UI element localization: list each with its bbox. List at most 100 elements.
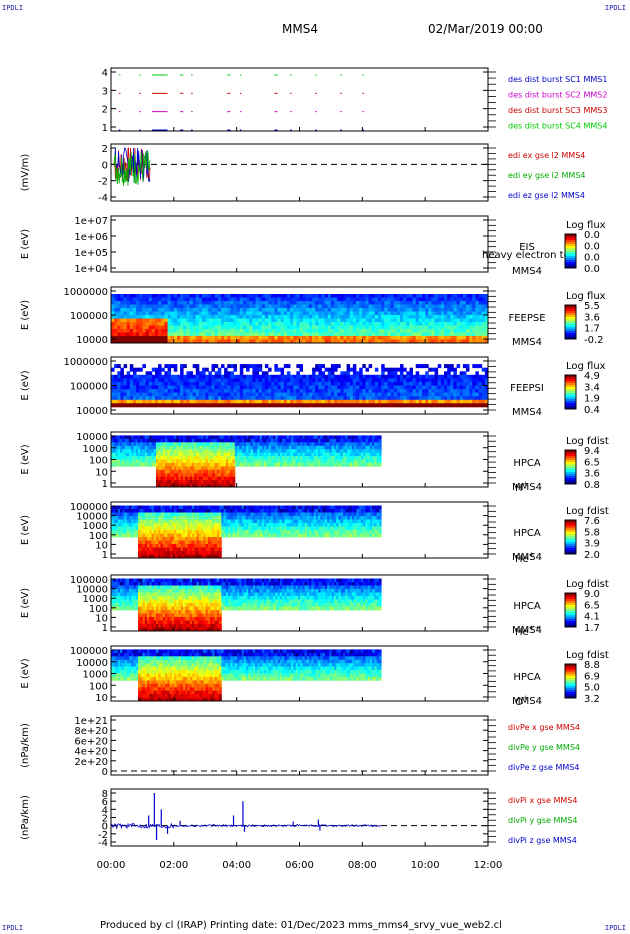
y-tick-label: 100000 bbox=[70, 311, 108, 322]
spectrogram-cell bbox=[453, 304, 457, 309]
spectrogram-cell bbox=[167, 399, 172, 404]
spectrogram-cell bbox=[171, 533, 175, 538]
spectrogram-cell bbox=[138, 512, 141, 517]
spectrogram-cell bbox=[422, 294, 426, 298]
spectrogram-cell bbox=[282, 442, 285, 447]
spectrogram-cell bbox=[418, 392, 423, 397]
spectrogram-cell bbox=[234, 459, 238, 464]
spectrogram-cell bbox=[173, 381, 178, 386]
spectrogram-cell bbox=[221, 325, 225, 330]
spectrogram-cell bbox=[356, 329, 360, 333]
spectrogram-cell bbox=[170, 378, 175, 383]
spectrogram-cell bbox=[337, 304, 341, 309]
spectrogram-cell bbox=[396, 378, 401, 383]
spectrogram-cell bbox=[371, 325, 376, 330]
spectrogram-cell bbox=[305, 392, 310, 397]
spectrogram-cell bbox=[313, 452, 317, 457]
spectrogram-cell bbox=[456, 297, 461, 302]
spectrogram-cell bbox=[111, 403, 115, 408]
spectrogram-cell bbox=[142, 512, 146, 517]
spectrogram-cell bbox=[346, 389, 351, 394]
spectrogram-cell bbox=[151, 336, 156, 340]
spectrogram-cell bbox=[412, 301, 417, 305]
spectrogram-cell bbox=[232, 438, 236, 443]
spectrogram-cell bbox=[456, 396, 461, 401]
spectrogram-cell bbox=[466, 332, 470, 337]
spectrogram-cell bbox=[271, 322, 275, 326]
spectrogram-cell bbox=[239, 332, 244, 337]
spectrogram-cell bbox=[142, 396, 146, 401]
spectrogram-cell bbox=[111, 294, 115, 298]
spectrogram-cell bbox=[156, 480, 159, 484]
spectrogram-cell bbox=[271, 325, 275, 330]
spectrogram-cell bbox=[164, 311, 168, 316]
spectrogram-cell bbox=[343, 403, 347, 408]
spectrogram-cell bbox=[387, 332, 391, 337]
colorbar-frame bbox=[564, 233, 577, 269]
spectrogram-cell bbox=[198, 483, 202, 488]
spectrogram-cell bbox=[199, 318, 203, 323]
spectrogram-cell bbox=[120, 526, 123, 531]
spectrogram-cell bbox=[387, 396, 391, 401]
spectrogram-cell bbox=[290, 403, 294, 408]
spectrogram-cell bbox=[123, 389, 128, 394]
spectrogram-cell bbox=[315, 378, 319, 383]
spectrogram-cell bbox=[122, 449, 125, 453]
spectrogram-cell bbox=[165, 438, 168, 443]
spectrogram-cell bbox=[169, 449, 173, 453]
spectrogram-cell bbox=[252, 381, 256, 386]
spectrogram-cell bbox=[337, 318, 341, 323]
spectrogram-cell bbox=[403, 301, 407, 305]
spectrogram-cell bbox=[161, 311, 165, 316]
spectrogram-cell bbox=[277, 381, 281, 386]
spectrogram-cell bbox=[302, 378, 307, 383]
spectrogram-cell bbox=[466, 399, 470, 404]
spectrogram-cell bbox=[456, 385, 461, 390]
spectrogram-cell bbox=[362, 311, 366, 316]
spectrogram-cell bbox=[158, 364, 162, 369]
spectrogram-cell bbox=[126, 456, 130, 460]
spectrogram-cell bbox=[161, 381, 165, 386]
spectrogram-cell bbox=[313, 435, 317, 440]
spectrogram-cell bbox=[211, 381, 215, 386]
spectrogram-cell bbox=[362, 392, 366, 397]
spectrogram-cell bbox=[187, 476, 191, 481]
spectrogram-cell bbox=[321, 371, 325, 376]
spectrogram-cell bbox=[462, 374, 467, 379]
spectrogram-cell bbox=[334, 381, 338, 386]
spectrogram-cell bbox=[330, 374, 335, 379]
spectrogram-cell bbox=[203, 459, 206, 464]
spectrogram-cell bbox=[239, 396, 244, 401]
colorbar-frame bbox=[564, 304, 577, 340]
spectrogram-cell bbox=[177, 392, 181, 397]
spectrogram-cell bbox=[478, 396, 483, 401]
spectrogram-cell bbox=[255, 322, 259, 326]
spectrogram-cell bbox=[409, 381, 413, 386]
spectrogram-cell bbox=[396, 301, 401, 305]
spectrogram-cell bbox=[202, 325, 206, 330]
spectrogram-cell bbox=[356, 452, 360, 457]
spectrogram-cell bbox=[415, 318, 420, 323]
spectrogram-cell bbox=[214, 476, 218, 481]
spectrogram-cell bbox=[318, 301, 322, 305]
spectrogram-cell bbox=[239, 318, 244, 323]
spectrogram-cell bbox=[135, 509, 139, 513]
spectrogram-cell bbox=[261, 385, 266, 390]
spectrogram-cell bbox=[374, 392, 379, 397]
spectrogram-cell bbox=[120, 435, 123, 440]
spectrogram-cell bbox=[268, 297, 272, 302]
spectrogram-cell bbox=[459, 389, 464, 394]
spectrogram-cell bbox=[241, 456, 245, 460]
spectrogram-cell bbox=[158, 304, 162, 309]
spectrogram-cell bbox=[167, 473, 170, 478]
spectrogram-cell bbox=[396, 403, 401, 408]
spectrogram-cell bbox=[277, 297, 281, 302]
spectrogram-cell bbox=[224, 329, 228, 333]
spectrogram-cell bbox=[142, 523, 146, 527]
spectrogram-cell bbox=[425, 371, 429, 376]
spectrogram-cell bbox=[309, 462, 312, 467]
date-title: 02/Mar/2019 00:00 bbox=[428, 22, 543, 36]
spectrogram-cell bbox=[280, 301, 285, 305]
spectrogram-cell bbox=[161, 322, 165, 326]
spectrogram-cell bbox=[230, 308, 234, 312]
